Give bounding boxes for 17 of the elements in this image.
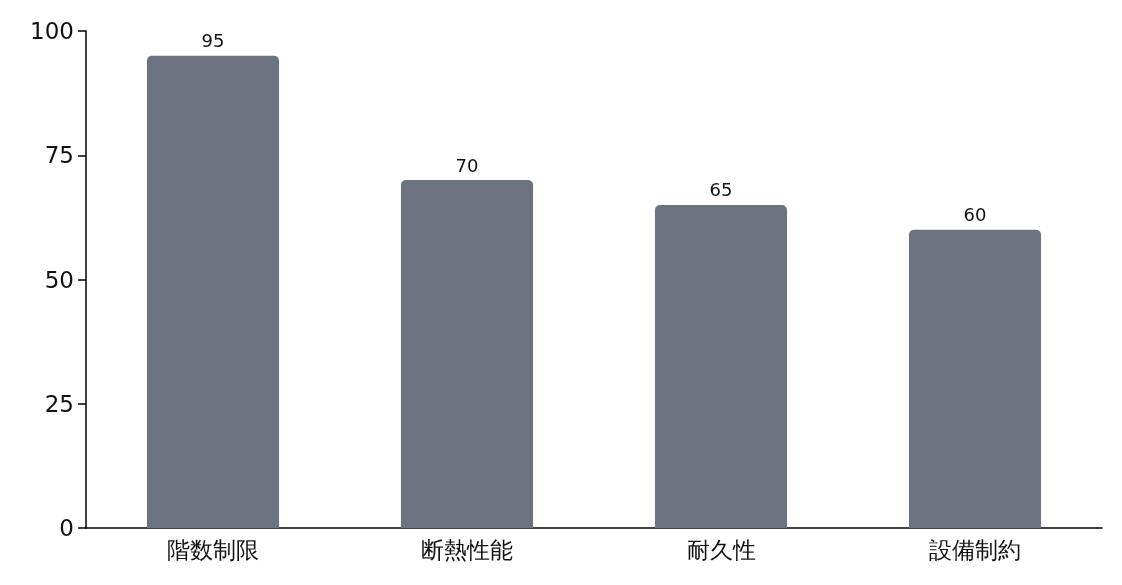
bar	[908, 229, 1042, 528]
x-tick-label: 階数制限	[167, 536, 259, 563]
y-tick-label: 100	[30, 18, 74, 44]
data-label: 70	[455, 154, 479, 176]
data-label: 65	[709, 179, 733, 201]
bar	[654, 204, 788, 528]
y-tick-label: 0	[59, 515, 74, 541]
bar	[146, 55, 280, 528]
y-tick-label: 50	[44, 266, 74, 293]
data-label: 95	[201, 30, 225, 52]
x-tick-label: 耐久性	[686, 536, 756, 563]
data-label: 60	[963, 204, 987, 226]
x-tick-label: 設備制約	[929, 536, 1021, 563]
y-tick-label: 25	[44, 390, 74, 417]
y-tick-label: 75	[44, 142, 74, 169]
x-tick-label: 断熱性能	[421, 536, 513, 563]
bar	[400, 180, 534, 528]
